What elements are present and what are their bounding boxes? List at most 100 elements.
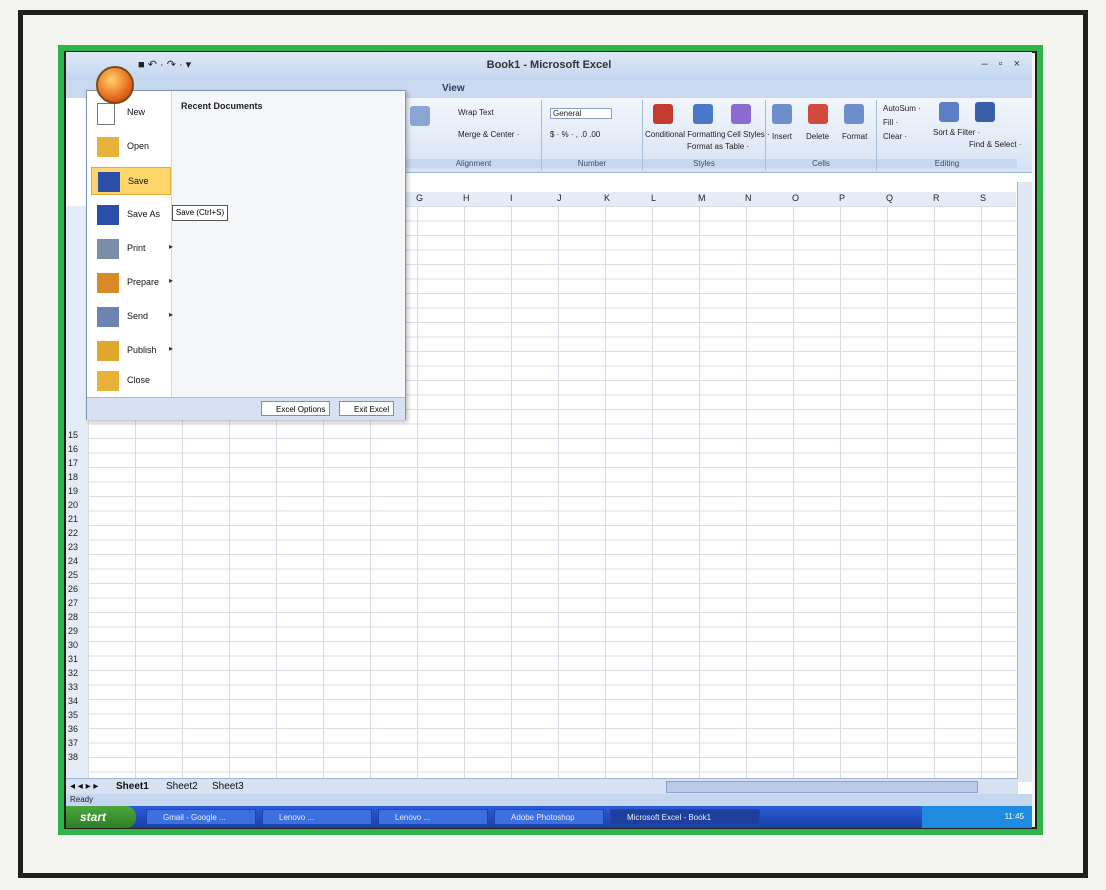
row-header[interactable]: 15 <box>68 430 79 440</box>
quick-access-toolbar[interactable]: ■ ↶ · ↷ · ▾ <box>138 59 192 71</box>
row-header[interactable]: 18 <box>68 472 79 482</box>
row-header[interactable]: 16 <box>68 444 79 454</box>
sheet-tab-sheet2[interactable]: Sheet2 <box>166 781 198 792</box>
indent-icon[interactable] <box>410 106 430 126</box>
system-tray-clock[interactable]: 11:45 <box>922 806 1032 828</box>
conditional-formatting-icon[interactable] <box>653 104 673 124</box>
col-header[interactable]: Q <box>886 193 894 203</box>
row-header[interactable]: 37 <box>68 738 79 748</box>
taskbar-item[interactable]: Lenovo ... <box>378 809 488 825</box>
col-header[interactable]: K <box>604 193 611 203</box>
autosum-button[interactable]: AutoSum · <box>883 104 921 113</box>
exit-excel-button[interactable]: Exit Excel <box>339 401 395 416</box>
format-cells-icon[interactable] <box>844 104 864 124</box>
outer-drawn-frame <box>18 10 1088 878</box>
delete-button[interactable]: Delete <box>806 132 830 141</box>
insert-button[interactable]: Insert <box>772 132 793 141</box>
menu-item-new[interactable]: New <box>91 99 171 127</box>
taskbar-item[interactable]: Gmail - Google ... <box>146 809 256 825</box>
find-select-button[interactable]: Find & Select · <box>969 140 1022 149</box>
menu-item-save[interactable]: Save <box>91 167 171 195</box>
sort-filter-button[interactable]: Sort & Filter · <box>933 128 981 137</box>
row-header[interactable]: 34 <box>68 696 79 706</box>
conditional-formatting-button[interactable]: Conditional Formatting · <box>645 130 731 139</box>
col-header[interactable]: J <box>557 193 562 203</box>
number-format-select[interactable]: General <box>550 108 613 119</box>
col-header[interactable]: H <box>463 193 470 203</box>
menu-item-open[interactable]: Open <box>91 133 171 161</box>
office-menu-footer: Excel Options Exit Excel <box>87 397 405 420</box>
row-header[interactable]: 29 <box>68 626 79 636</box>
taskbar-item[interactable]: Adobe Photoshop <box>494 809 604 825</box>
window-controls[interactable]: – ▫ × <box>981 58 1024 70</box>
row-header[interactable]: 20 <box>68 500 79 510</box>
row-header[interactable]: 17 <box>68 458 79 468</box>
printer-icon <box>97 239 119 259</box>
taskbar-item[interactable]: Lenovo ... <box>262 809 372 825</box>
send-icon <box>97 307 119 327</box>
menu-item-prepare[interactable]: Prepare ▸ <box>91 269 173 297</box>
delete-cells-icon[interactable] <box>808 104 828 124</box>
row-header[interactable]: 26 <box>68 584 79 594</box>
sort-filter-icon[interactable] <box>939 102 959 122</box>
row-header[interactable]: 28 <box>68 612 79 622</box>
vertical-scrollbar[interactable] <box>1017 182 1032 782</box>
row-header[interactable]: 23 <box>68 542 79 552</box>
format-as-table-button[interactable]: Format as Table · <box>687 142 750 151</box>
merge-center-button[interactable]: Merge & Center · <box>458 130 520 139</box>
row-header[interactable]: 30 <box>68 640 79 650</box>
row-header[interactable]: 27 <box>68 598 79 608</box>
alignment-label: Alignment <box>406 159 541 168</box>
menu-item-save-as[interactable]: Save As <box>91 201 171 229</box>
col-header[interactable]: R <box>933 193 940 203</box>
col-header[interactable]: N <box>745 193 752 203</box>
fill-button[interactable]: Fill · <box>883 118 899 127</box>
tab-view[interactable]: View <box>442 83 465 94</box>
menu-item-send[interactable]: Send ▸ <box>91 303 173 331</box>
editing-group: AutoSum · Fill · Clear · Sort & Filter ·… <box>877 100 1021 170</box>
row-header[interactable]: 24 <box>68 556 79 566</box>
menu-item-publish[interactable]: Publish ▸ <box>91 337 173 365</box>
styles-group: Conditional Formatting · Format as Table… <box>643 100 770 170</box>
excel-options-button[interactable]: Excel Options <box>261 401 331 416</box>
format-button[interactable]: Format <box>842 132 868 141</box>
wrap-text-button[interactable]: Wrap Text <box>458 108 494 117</box>
row-header[interactable]: 36 <box>68 724 79 734</box>
insert-cells-icon[interactable] <box>772 104 792 124</box>
row-header[interactable]: 38 <box>68 752 79 762</box>
row-header[interactable]: 31 <box>68 654 79 664</box>
row-header[interactable]: 25 <box>68 570 79 580</box>
new-document-icon <box>97 103 115 125</box>
ribbon: Wrap Text Merge & Center · Alignment Gen… <box>406 98 1032 173</box>
menu-item-print[interactable]: Print ▸ <box>91 235 173 263</box>
menu-item-label: Publish <box>127 345 157 355</box>
taskbar-item-active[interactable]: Microsoft Excel - Book1 <box>610 809 760 825</box>
office-button[interactable] <box>96 66 134 104</box>
col-header[interactable]: S <box>980 193 987 203</box>
col-header[interactable]: O <box>792 193 800 203</box>
row-header[interactable]: 21 <box>68 514 79 524</box>
cell-styles-icon[interactable] <box>731 104 751 124</box>
start-button[interactable]: start <box>66 806 136 828</box>
col-header[interactable]: I <box>510 193 513 203</box>
clear-button[interactable]: Clear · <box>883 132 908 141</box>
sheet-tab-sheet1[interactable]: Sheet1 <box>116 781 149 792</box>
find-select-icon[interactable] <box>975 102 995 122</box>
save-disk-icon <box>98 172 120 192</box>
horizontal-scrollbar[interactable] <box>666 781 978 793</box>
row-header[interactable]: 32 <box>68 668 79 678</box>
cell-styles-button[interactable]: Cell Styles · <box>727 130 770 139</box>
col-header[interactable]: L <box>651 193 657 203</box>
menu-item-close[interactable]: Close <box>91 367 171 395</box>
col-header[interactable]: M <box>698 193 706 203</box>
col-header[interactable]: G <box>416 193 424 203</box>
row-header[interactable]: 33 <box>68 682 79 692</box>
sheet-nav-arrows[interactable]: ◂ ◂ ▸ ▸ <box>70 781 99 792</box>
row-header[interactable]: 22 <box>68 528 79 538</box>
format-as-table-icon[interactable] <box>693 104 713 124</box>
number-format-buttons[interactable]: $ · % · , .0 .00 <box>550 130 601 139</box>
row-header[interactable]: 19 <box>68 486 79 496</box>
sheet-tab-sheet3[interactable]: Sheet3 <box>212 781 244 792</box>
col-header[interactable]: P <box>839 193 846 203</box>
row-header[interactable]: 35 <box>68 710 79 720</box>
